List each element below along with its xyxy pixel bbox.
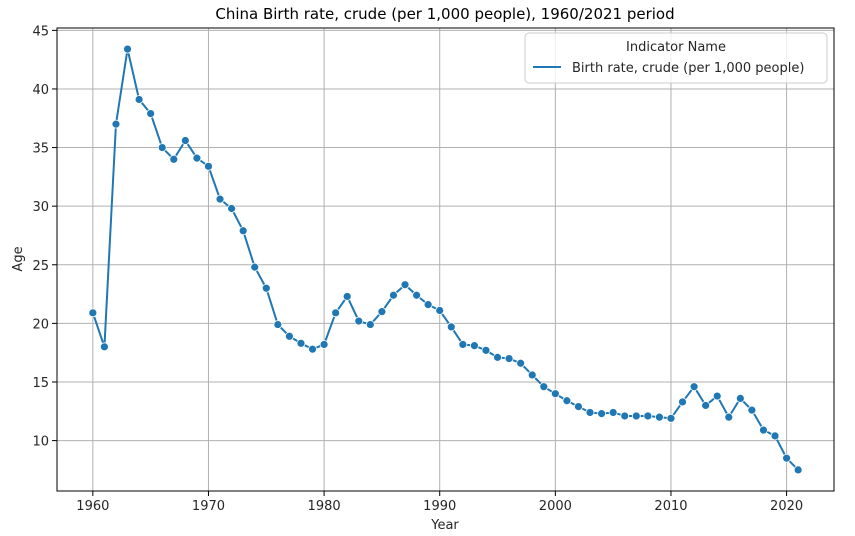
data-point bbox=[308, 344, 317, 354]
y-tick-label: 40 bbox=[32, 83, 49, 98]
data-point bbox=[712, 391, 722, 401]
data-point bbox=[342, 292, 352, 301]
data-point bbox=[620, 411, 630, 421]
data-point bbox=[608, 408, 618, 417]
data-point bbox=[273, 320, 283, 329]
chart-title: China Birth rate, crude (per 1,000 peopl… bbox=[215, 5, 674, 23]
data-point bbox=[169, 154, 179, 164]
y-tick-label: 45 bbox=[32, 24, 49, 39]
data-point bbox=[666, 413, 676, 423]
data-point bbox=[250, 262, 260, 272]
x-axis-label: Year bbox=[430, 518, 459, 533]
data-point bbox=[793, 465, 803, 475]
data-point bbox=[238, 226, 248, 236]
data-point bbox=[481, 345, 491, 355]
data-point bbox=[377, 307, 387, 317]
data-point bbox=[423, 300, 433, 310]
y-tick-label: 10 bbox=[32, 435, 49, 450]
data-point bbox=[123, 44, 132, 54]
data-point bbox=[631, 411, 641, 421]
data-point bbox=[192, 153, 202, 163]
data-point bbox=[261, 283, 271, 293]
data-point bbox=[111, 119, 121, 129]
data-point bbox=[701, 401, 711, 410]
data-point bbox=[227, 204, 236, 213]
data-point bbox=[100, 342, 109, 352]
x-tick-label: 1990 bbox=[423, 499, 456, 514]
data-point bbox=[354, 316, 364, 326]
legend-entry-label: Birth rate, crude (per 1,000 people) bbox=[572, 61, 804, 76]
legend: Indicator Name Birth rate, crude (per 1,… bbox=[524, 32, 828, 84]
data-point bbox=[400, 280, 410, 290]
data-point bbox=[759, 425, 768, 435]
data-point bbox=[504, 354, 514, 363]
x-tick-label: 1980 bbox=[308, 499, 341, 514]
ticks-layer: 1960 1970 1980 1990 2000 2010 2020 10 15 20 25 30 35… bbox=[32, 24, 803, 514]
data-point bbox=[215, 194, 225, 204]
data-point bbox=[574, 402, 583, 412]
data-point bbox=[331, 308, 341, 318]
data-point bbox=[180, 136, 190, 145]
data-point bbox=[365, 320, 375, 329]
data-point bbox=[458, 340, 468, 349]
data-point bbox=[296, 338, 306, 348]
legend-box bbox=[524, 32, 828, 84]
data-point bbox=[782, 453, 791, 463]
data-point bbox=[539, 382, 549, 392]
y-tick-label: 25 bbox=[32, 259, 49, 274]
data-point bbox=[446, 322, 456, 332]
x-tick-label: 2020 bbox=[770, 499, 803, 514]
data-point bbox=[689, 382, 699, 392]
data-point bbox=[412, 290, 421, 300]
data-point bbox=[134, 95, 144, 104]
data-point bbox=[285, 331, 294, 341]
axes-layer bbox=[56, 27, 835, 492]
x-tick-label: 2000 bbox=[539, 499, 572, 514]
data-point bbox=[770, 431, 780, 441]
y-axis-label: Age bbox=[11, 246, 26, 271]
y-tick-label: 35 bbox=[32, 142, 49, 157]
series-layer bbox=[88, 44, 803, 475]
x-tick-label: 1970 bbox=[192, 499, 225, 514]
grid-layer bbox=[57, 28, 834, 491]
data-point bbox=[562, 396, 572, 406]
data-point bbox=[597, 409, 606, 419]
data-point bbox=[493, 352, 502, 362]
data-point bbox=[724, 412, 734, 422]
data-point bbox=[735, 393, 745, 403]
series-line bbox=[91, 48, 799, 471]
data-point bbox=[550, 389, 560, 399]
data-point bbox=[319, 340, 329, 349]
data-point bbox=[389, 290, 398, 300]
data-point bbox=[516, 358, 526, 368]
data-point bbox=[435, 306, 445, 315]
data-point bbox=[655, 412, 664, 422]
data-point bbox=[204, 161, 213, 171]
data-point bbox=[527, 370, 537, 380]
plot-frame bbox=[56, 27, 835, 492]
y-tick-label: 20 bbox=[32, 317, 49, 332]
data-point bbox=[747, 405, 757, 415]
x-tick-label: 2010 bbox=[654, 499, 687, 514]
y-tick-label: 15 bbox=[32, 376, 49, 391]
x-tick-label: 1960 bbox=[76, 499, 109, 514]
data-point bbox=[470, 341, 479, 351]
data-point bbox=[157, 143, 167, 152]
data-point bbox=[678, 397, 687, 407]
data-point bbox=[146, 109, 156, 118]
legend-title: Indicator Name bbox=[626, 40, 726, 55]
data-point bbox=[585, 408, 595, 417]
data-point bbox=[643, 411, 653, 421]
y-tick-label: 30 bbox=[32, 200, 49, 215]
data-point bbox=[88, 308, 98, 318]
